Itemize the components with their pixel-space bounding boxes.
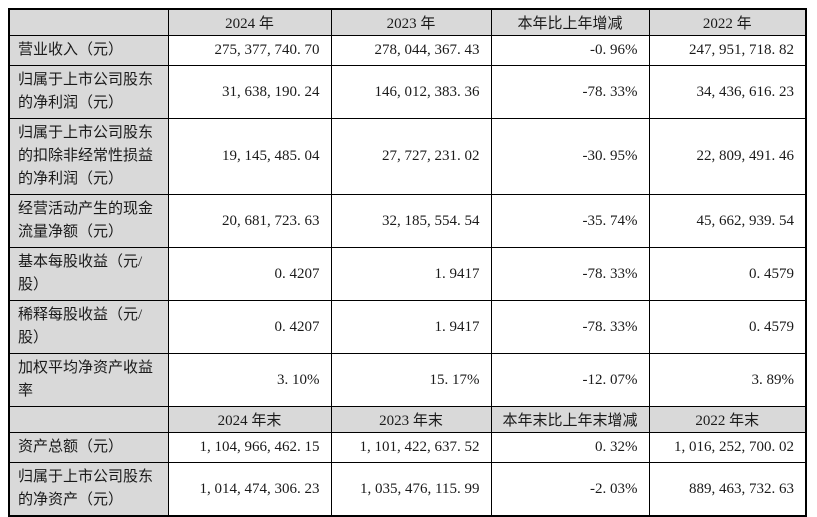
row-label: 归属于上市公司股东的净利润（元）: [8, 65, 169, 119]
cell-change: 0. 32%: [490, 432, 650, 463]
cell-change: -78. 33%: [490, 247, 650, 301]
cell-2024: 0. 4207: [167, 247, 332, 301]
header-2024-end: 2024 年末: [167, 406, 332, 433]
header-2022-end: 2022 年末: [648, 406, 807, 433]
cell-2024: 20, 681, 723. 63: [167, 194, 332, 248]
row-label: 营业收入（元）: [8, 35, 169, 66]
row-label: 加权平均净资产收益率: [8, 353, 169, 407]
cell-2022: 1, 016, 252, 700. 02: [648, 432, 807, 463]
cell-change: -35. 74%: [490, 194, 650, 248]
row-label: 归属于上市公司股东的扣除非经常性损益的净利润（元）: [8, 118, 169, 195]
table-row-net-assets: 归属于上市公司股东的净资产（元） 1, 014, 474, 306. 23 1,…: [8, 462, 807, 517]
header-yoy-change: 本年比上年增减: [490, 8, 650, 36]
header-2024: 2024 年: [167, 8, 332, 36]
cell-change: -2. 03%: [490, 462, 650, 517]
row-label: 经营活动产生的现金流量净额（元）: [8, 194, 169, 248]
cell-2022: 34, 436, 616. 23: [648, 65, 807, 119]
header-2023-end: 2023 年末: [330, 406, 492, 433]
row-label: 稀释每股收益（元/股）: [8, 300, 169, 354]
cell-2023: 15. 17%: [330, 353, 492, 407]
document-page: 2024 年 2023 年 本年比上年增减 2022 年 营业收入（元） 275…: [8, 8, 807, 517]
header-blank-cell: [8, 406, 169, 433]
table-row-net-profit-excl-nonrecurring: 归属于上市公司股东的扣除非经常性损益的净利润（元） 19, 145, 485. …: [8, 118, 807, 195]
cell-2023: 1. 9417: [330, 300, 492, 354]
cell-2024: 0. 4207: [167, 300, 332, 354]
cell-2023: 32, 185, 554. 54: [330, 194, 492, 248]
cell-2022: 247, 951, 718. 82: [648, 35, 807, 66]
table-row-total-assets: 资产总额（元） 1, 104, 966, 462. 15 1, 101, 422…: [8, 432, 807, 463]
header-blank-cell: [8, 8, 169, 36]
cell-2024: 19, 145, 485. 04: [167, 118, 332, 195]
table-row-diluted-eps: 稀释每股收益（元/股） 0. 4207 1. 9417 -78. 33% 0. …: [8, 300, 807, 354]
row-label: 归属于上市公司股东的净资产（元）: [8, 462, 169, 517]
cell-2024: 275, 377, 740. 70: [167, 35, 332, 66]
header-2023: 2023 年: [330, 8, 492, 36]
cell-2024: 31, 638, 190. 24: [167, 65, 332, 119]
header-year-end-change: 本年末比上年末增减: [490, 406, 650, 433]
cell-2023: 1, 101, 422, 637. 52: [330, 432, 492, 463]
row-label: 基本每股收益（元/股）: [8, 247, 169, 301]
table-row-net-profit: 归属于上市公司股东的净利润（元） 31, 638, 190. 24 146, 0…: [8, 65, 807, 119]
cell-2022: 22, 809, 491. 46: [648, 118, 807, 195]
cell-change: -30. 95%: [490, 118, 650, 195]
header-row-year-end: 2024 年末 2023 年末 本年末比上年末增减 2022 年末: [8, 406, 807, 433]
table-row-operating-cash-flow: 经营活动产生的现金流量净额（元） 20, 681, 723. 63 32, 18…: [8, 194, 807, 248]
financial-summary-table: 2024 年 2023 年 本年比上年增减 2022 年 营业收入（元） 275…: [8, 8, 807, 517]
table-row-basic-eps: 基本每股收益（元/股） 0. 4207 1. 9417 -78. 33% 0. …: [8, 247, 807, 301]
cell-change: -78. 33%: [490, 65, 650, 119]
cell-2024: 3. 10%: [167, 353, 332, 407]
table-row-revenue: 营业收入（元） 275, 377, 740. 70 278, 044, 367.…: [8, 35, 807, 66]
cell-2023: 278, 044, 367. 43: [330, 35, 492, 66]
cell-2022: 45, 662, 939. 54: [648, 194, 807, 248]
cell-2022: 3. 89%: [648, 353, 807, 407]
row-label: 资产总额（元）: [8, 432, 169, 463]
header-row-annual: 2024 年 2023 年 本年比上年增减 2022 年: [8, 8, 807, 36]
cell-2024: 1, 104, 966, 462. 15: [167, 432, 332, 463]
cell-2023: 27, 727, 231. 02: [330, 118, 492, 195]
cell-2024: 1, 014, 474, 306. 23: [167, 462, 332, 517]
cell-2022: 889, 463, 732. 63: [648, 462, 807, 517]
cell-2023: 146, 012, 383. 36: [330, 65, 492, 119]
header-2022: 2022 年: [648, 8, 807, 36]
cell-2023: 1. 9417: [330, 247, 492, 301]
cell-2022: 0. 4579: [648, 247, 807, 301]
cell-2022: 0. 4579: [648, 300, 807, 354]
cell-change: -0. 96%: [490, 35, 650, 66]
cell-change: -78. 33%: [490, 300, 650, 354]
cell-2023: 1, 035, 476, 115. 99: [330, 462, 492, 517]
table-row-weighted-avg-roe: 加权平均净资产收益率 3. 10% 15. 17% -12. 07% 3. 89…: [8, 353, 807, 407]
cell-change: -12. 07%: [490, 353, 650, 407]
